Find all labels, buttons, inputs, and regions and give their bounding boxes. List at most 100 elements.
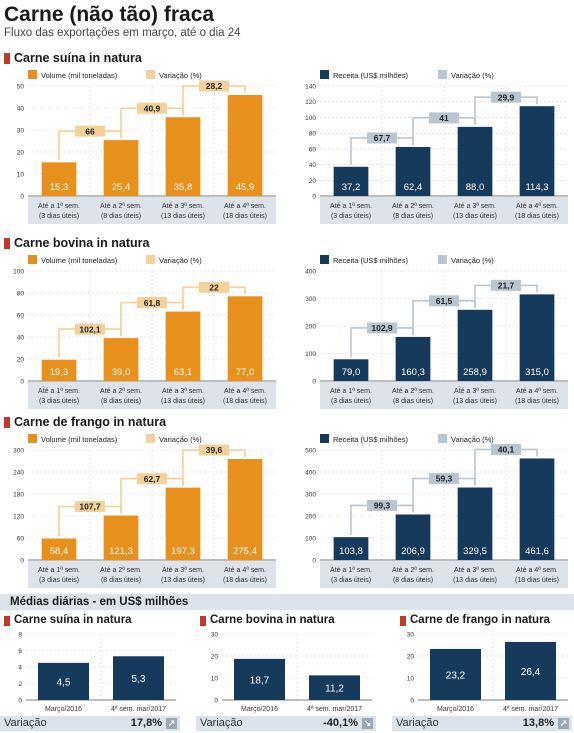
y-tick-label: 100 (305, 115, 316, 122)
legend-label-series: Receita (US$ milhões) (333, 256, 409, 265)
y-tick-label: 0 (410, 698, 414, 705)
x-tick-label: (3 dias úteis) (331, 398, 371, 405)
bar-value-label: 37,2 (342, 182, 361, 193)
variation-label: 67,7 (374, 133, 391, 143)
variation-box (367, 322, 397, 334)
bar (227, 95, 263, 196)
variation-box (367, 499, 397, 511)
legend-label-variation: Variação (%) (159, 71, 202, 80)
x-tick-label: Até a 4ª sem. (516, 203, 558, 210)
section-title-bovina: Carne bovina in natura (4, 236, 149, 250)
bar-value-label: 121,3 (109, 546, 133, 557)
bar-value-label: 62,4 (404, 182, 423, 193)
y-tick-label: 100 (13, 269, 24, 276)
y-tick-label: 200 (305, 514, 316, 521)
medias-title: Médias diárias - em US$ milhões (10, 596, 189, 608)
y-tick-label: 50 (17, 84, 25, 91)
y-tick-label: 0 (20, 194, 24, 201)
variation-label: 40,9 (144, 103, 161, 113)
variation-box (75, 125, 105, 137)
legend-label-series: Volume (mil toneladas) (41, 71, 118, 80)
chart-frango-receita: Receita (US$ milhões) Variação (%) 0 100 200… (292, 430, 572, 590)
y-tick-label: 0 (214, 698, 218, 705)
y-tick-label: 20 (309, 178, 317, 185)
variation-label: 21,7 (498, 281, 515, 291)
x-tick-label: (8 dias úteis) (101, 577, 141, 584)
y-tick-label: 300 (305, 296, 316, 303)
arrow-up-icon: ↗ (166, 718, 177, 729)
x-tick-label: Até a 2ª sem. (100, 567, 142, 574)
x-tick-label: Março/2016 (241, 706, 278, 713)
bar (103, 140, 139, 196)
x-tick-label: 4ª sem. mar/2017 (111, 706, 166, 713)
variation-box (137, 297, 167, 309)
x-tick-label: Até a 1ª sem. (330, 388, 372, 395)
y-tick-label: 80 (17, 291, 25, 298)
x-tick-label: (8 dias úteis) (393, 213, 433, 220)
y-tick-label: 100 (305, 351, 316, 358)
x-tick-label: Até a 4ª sem. (516, 388, 558, 395)
variation-box (429, 295, 459, 307)
y-tick-label: 40 (17, 335, 25, 342)
y-tick-label: 6 (18, 648, 22, 655)
variation-label: 62,7 (144, 474, 161, 484)
chart-svg: Receita (US$ milhões) Variação (%) 0 100 200… (305, 255, 568, 409)
x-tick-label: Até a 2ª sem. (392, 388, 434, 395)
x-tick-label: (8 dias úteis) (101, 213, 141, 220)
x-tick-label: (3 dias úteis) (331, 213, 371, 220)
bar-value-label: 275,4 (233, 546, 257, 557)
category-band (320, 561, 568, 588)
bar (395, 146, 431, 196)
bar (165, 487, 201, 560)
y-tick-label: 30 (407, 632, 415, 639)
bar (505, 641, 556, 700)
variation-box (75, 501, 105, 513)
bar (234, 658, 285, 700)
legend-label-variation: Variação (%) (451, 256, 494, 265)
y-tick-label: 30 (17, 128, 25, 135)
variation-value: 17,8% (130, 717, 162, 729)
bar (227, 296, 263, 381)
bar (41, 162, 77, 196)
y-tick-label: 30 (211, 632, 219, 639)
chart-svg: Volume (mil toneladas) Variação (%) 0 10 20 3… (17, 70, 276, 224)
legend-swatch-series (320, 255, 329, 264)
variation-box (199, 444, 229, 456)
bar (395, 514, 431, 560)
x-tick-label: (3 dias úteis) (39, 213, 79, 220)
bar-value-label: 19,3 (50, 367, 69, 378)
bar (113, 656, 164, 700)
chart-svg: Receita (US$ milhões) Variação (%) 0 100 200… (305, 434, 568, 588)
variation-label: 59,3 (436, 474, 453, 484)
chart-media-suina: 0 2 4 6 8 4,5 5,3 Março/2016 4ª sem. mar/2017 (0, 630, 180, 716)
y-tick-label: 4 (18, 665, 22, 672)
chart-media-bovina: 0 10 20 30 18,7 11,2 Março/2016 4ª sem. mar/201… (196, 630, 376, 716)
y-tick-label: 20 (17, 357, 25, 364)
y-tick-label: 8 (18, 632, 22, 639)
y-tick-label: 100 (305, 536, 316, 543)
legend-label-variation: Variação (%) (451, 71, 494, 80)
bar-value-label: 45,9 (236, 182, 255, 193)
y-tick-label: 80 (309, 131, 317, 138)
legend-label-series: Receita (US$ milhões) (333, 71, 409, 80)
bar-value-label: 79,0 (342, 367, 361, 378)
x-tick-label: (8 dias úteis) (393, 398, 433, 405)
bar-value-label: 103,8 (339, 546, 363, 557)
chart-suina-receita: Receita (US$ milhões) Variação (%) 0 20 40 60… (292, 66, 572, 226)
variation-label: Variação (4, 717, 47, 729)
x-tick-label: Até a 1ª sem. (38, 567, 80, 574)
x-tick-label: (13 dias úteis) (161, 398, 205, 405)
small-title-suina: Carne suína in natura (4, 614, 132, 626)
x-tick-label: Até a 1ª sem. (330, 203, 372, 210)
legend-swatch-series (320, 434, 329, 443)
variation-box (367, 132, 397, 144)
variation-label: 66 (85, 126, 95, 136)
bar-value-label: 39,0 (112, 367, 131, 378)
legend-swatch-series (28, 434, 37, 443)
bar-value-label: 25,4 (112, 182, 131, 193)
x-tick-label: (13 dias úteis) (161, 577, 205, 584)
chart-svg: 0 10 20 30 23,2 26,4 Março/2016 4ª sem. mar/201… (407, 632, 568, 716)
bar-value-label: 15,3 (50, 182, 69, 193)
y-tick-label: 40 (17, 106, 25, 113)
y-tick-label: 400 (305, 470, 316, 477)
